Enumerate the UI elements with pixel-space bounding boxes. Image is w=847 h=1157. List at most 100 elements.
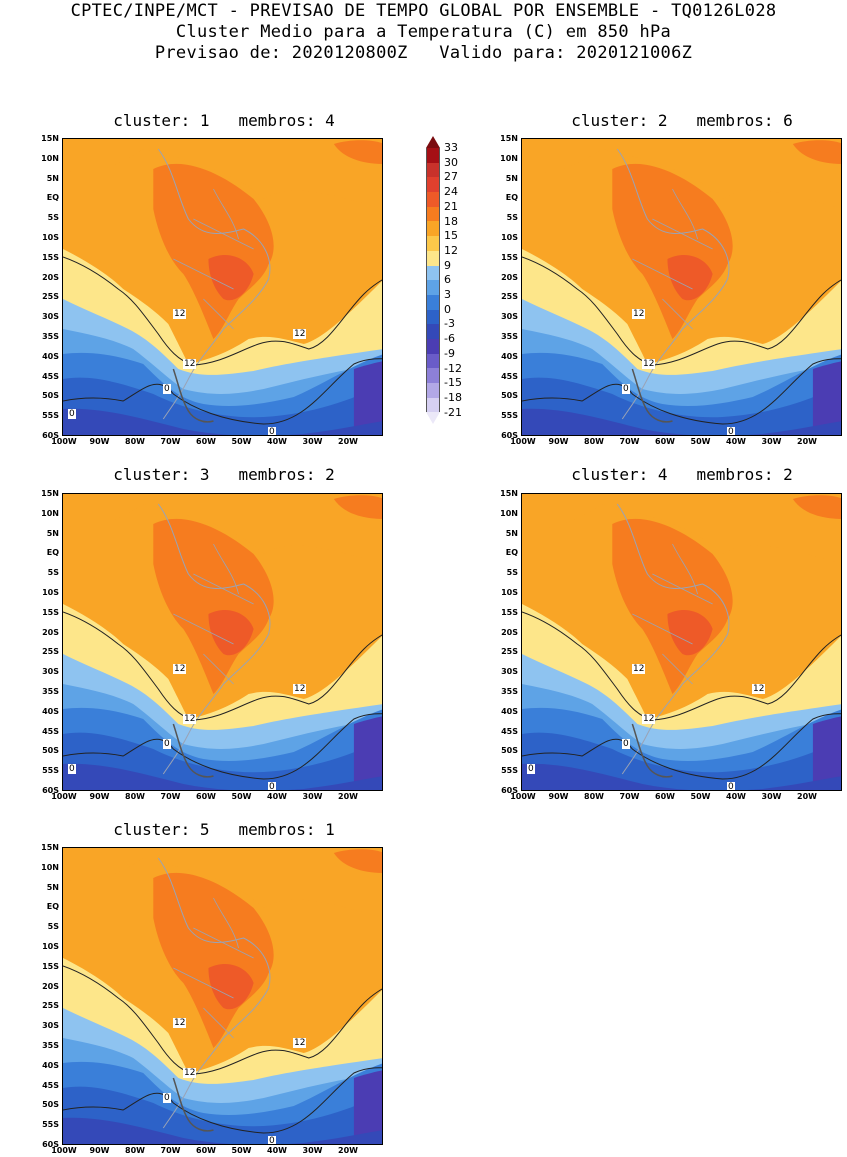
colorbar-tick-label: -3 [444, 317, 455, 331]
lat-label: 10N [41, 508, 59, 518]
lat-label: 60S [42, 431, 59, 440]
lon-label: 90W [548, 437, 569, 446]
lat-label: 30S [42, 667, 59, 677]
lon-label: 100W [51, 792, 77, 801]
colorbar-bottom-arrow [426, 412, 440, 425]
colorbar-swatch [426, 294, 440, 310]
lat-label: 20S [42, 981, 59, 991]
lon-label: 70W [160, 1146, 181, 1155]
lon-label: 30W [302, 437, 323, 446]
contour-label: 0 [622, 739, 630, 749]
lat-label: 40S [42, 1060, 59, 1070]
header-line-2: Cluster Medio para a Temperatura (C) em … [175, 22, 672, 42]
contour-label: 12 [173, 1018, 187, 1028]
lat-label: 10S [501, 588, 518, 597]
contour-label: 12 [173, 664, 187, 674]
lat-label: 5S [506, 568, 518, 578]
lon-label: 80W [125, 1146, 145, 1155]
lat-label: 5S [506, 213, 518, 223]
lon-label: 60W [196, 1146, 216, 1155]
lat-label: 40S [501, 351, 518, 361]
lon-label: 50W [231, 437, 252, 446]
lon-label: 80W [584, 437, 604, 446]
colorbar-swatch [426, 368, 440, 383]
contour-label: 12 [173, 309, 187, 319]
cluster-map-2: 12 12 0 0 [521, 138, 842, 436]
cluster-map-5: 12 12 12 0 0 [62, 847, 383, 1145]
lon-label: 20W [797, 792, 817, 801]
lat-label: 15N [41, 489, 59, 498]
lat-label: 30S [501, 312, 518, 322]
lon-label: 60W [196, 792, 216, 801]
lat-label: 15S [501, 607, 518, 617]
lat-label: EQ [505, 548, 518, 558]
colorbar-swatch [426, 383, 440, 398]
lat-label: 20S [42, 627, 59, 637]
colorbar-tick-label: 15 [444, 229, 458, 243]
contour-label: 0 [163, 384, 171, 394]
colorbar-tick-label: 24 [444, 185, 458, 199]
lat-label: 45S [501, 726, 518, 736]
lat-label: 50S [501, 391, 518, 401]
lat-label: 25S [42, 647, 59, 657]
lat-label: 15N [500, 134, 518, 143]
colorbar-tick-label: -6 [444, 332, 455, 346]
colorbar-swatch [426, 236, 440, 251]
lon-label: 100W [510, 792, 536, 801]
lon-label: 100W [51, 437, 77, 446]
colorbar-tick-label: 33 [444, 141, 458, 154]
contour-label: 12 [642, 359, 656, 369]
lon-label: 70W [160, 792, 181, 801]
lon-label: 40W [267, 437, 287, 446]
colorbar-swatch [426, 324, 440, 339]
lon-label: 80W [125, 792, 145, 801]
lat-label: 25S [501, 292, 518, 302]
colorbar-swatch [426, 338, 440, 354]
lat-label: 40S [42, 706, 59, 716]
lat-label: 50S [42, 391, 59, 401]
colorbar-swatch [426, 309, 440, 325]
contour-label: 0 [622, 384, 630, 394]
contour-label: 12 [293, 329, 307, 339]
colorbar-swatch [426, 221, 440, 237]
lon-label: 30W [761, 437, 782, 446]
lat-label: 10S [501, 233, 518, 242]
lon-label: 90W [89, 1146, 110, 1155]
lat-label: 50S [42, 1100, 59, 1110]
colorbar-swatch [426, 206, 440, 222]
lat-label: 60S [501, 431, 518, 440]
lat-label: 10N [41, 153, 59, 163]
colorbar-swatch [426, 148, 440, 163]
lon-label: 40W [267, 792, 287, 801]
contour-label: 0 [268, 782, 276, 791]
lat-label: 10S [42, 233, 59, 242]
lat-label: 5N [505, 173, 518, 183]
lat-label: 60S [42, 1140, 59, 1149]
lon-label: 20W [338, 1146, 358, 1155]
lon-label: 80W [125, 437, 145, 446]
lon-label: 50W [231, 1146, 252, 1155]
lat-label: 5N [46, 882, 59, 892]
lat-label: 60S [501, 786, 518, 795]
cluster-map-1: 12 12 12 0 0 0 [62, 138, 383, 436]
colorbar-swatch [426, 397, 440, 413]
lat-label: 40S [501, 706, 518, 716]
lat-label: 30S [42, 312, 59, 322]
colorbar [426, 136, 440, 425]
header-line-1: CPTEC/INPE/MCT - PREVISAO DE TEMPO GLOBA… [70, 1, 777, 21]
lon-label: 70W [619, 437, 640, 446]
lat-label: 55S [42, 411, 59, 421]
lat-label: 5S [47, 213, 59, 223]
colorbar-tick-label: 30 [444, 155, 458, 169]
lat-label: 55S [501, 766, 518, 776]
lat-label: 35S [501, 332, 518, 341]
colorbar-swatch [426, 265, 440, 281]
lat-label: EQ [46, 902, 59, 912]
lat-label: 5S [47, 568, 59, 578]
lat-label: 25S [501, 647, 518, 657]
lat-label: 30S [42, 1021, 59, 1031]
lon-label: 20W [338, 792, 358, 801]
lat-label: 20S [501, 627, 518, 637]
lon-label: 20W [338, 437, 358, 446]
contour-label: 0 [68, 409, 76, 419]
